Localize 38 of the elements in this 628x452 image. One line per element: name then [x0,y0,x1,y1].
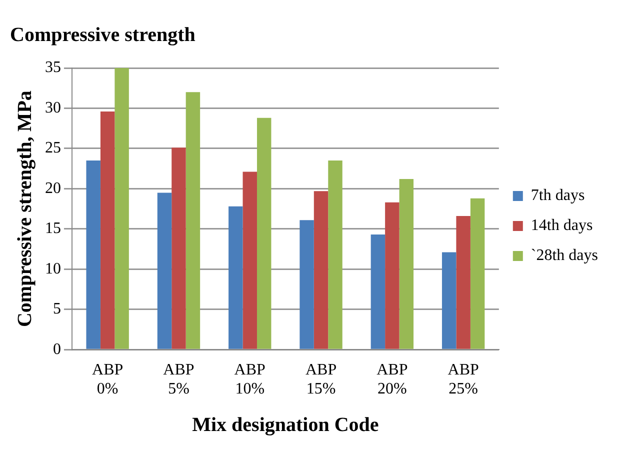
x-tick-label: ABP 0% [92,361,124,398]
x-tick-label: ABP 25% [448,361,479,398]
y-tick-label: 20 [45,180,61,197]
bar [470,198,485,349]
y-tick-label: 0 [53,340,61,358]
bar [314,191,328,349]
bar [300,220,314,349]
bar [456,216,470,349]
legend-label: 7th days [530,187,585,204]
legend-label: `28th days [530,247,598,264]
bar [370,234,386,349]
x-tick-label: ABP 10% [234,361,266,398]
bar [86,160,100,349]
bar [242,172,257,349]
chart-title: Compressive strength [10,24,196,46]
x-tick-label: ABP 5% [163,361,194,398]
y-axis-title: Compressive strength, MPa [14,90,36,328]
bar [186,92,200,349]
x-tick-label: ABP 20% [376,361,408,398]
bar [328,160,342,349]
bar [399,179,414,349]
bar [385,202,400,349]
bar [114,68,129,349]
x-axis-title: Mix designation Code [192,414,379,436]
y-tick-label: 35 [45,59,61,76]
x-tick-label: ABP 15% [305,361,337,398]
bar [442,252,456,349]
bar [172,148,186,349]
y-tick-label: 25 [45,140,61,157]
bar [157,192,172,349]
bar [256,118,272,349]
bar [228,206,243,349]
y-tick-label: 30 [45,99,61,116]
y-tick-label: 10 [45,260,61,278]
bar [100,111,115,349]
y-tick-label: 5 [53,300,61,318]
y-tick-label: 15 [45,220,61,238]
legend-label: 14th days [530,217,593,234]
